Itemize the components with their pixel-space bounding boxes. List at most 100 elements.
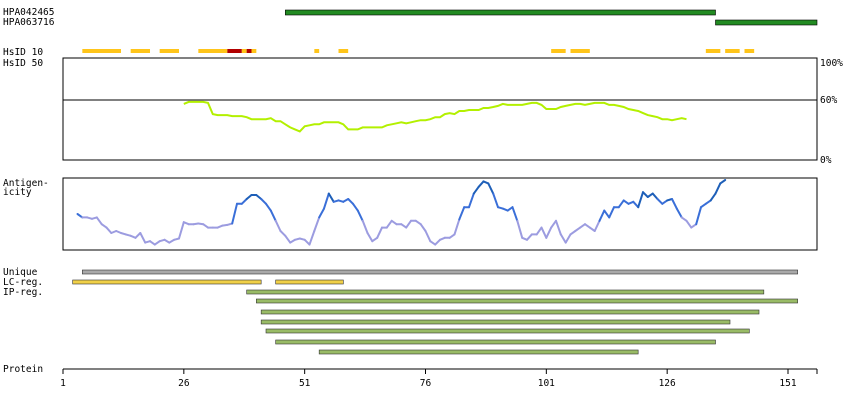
identity-plot-frame — [62, 57, 818, 161]
hsid10-segment — [251, 49, 257, 53]
ip-reg-label: IP-reg. — [3, 287, 43, 298]
antigenicity-segment — [511, 206, 519, 222]
antigenicity-segment — [617, 199, 625, 209]
ip-region-bar — [265, 328, 750, 334]
antigenicity-segment — [385, 219, 393, 229]
antigenicity-segment — [434, 238, 441, 246]
antigenicity-segment — [352, 202, 359, 212]
antigenicity-segment — [540, 226, 548, 239]
identity-axis-label-60: 60% — [820, 95, 837, 106]
antigenicity-segment — [318, 207, 325, 219]
antigenicity-segment — [526, 233, 533, 241]
region-bars — [72, 269, 798, 355]
ip-region-bar — [246, 289, 765, 295]
antigenicity-segment — [555, 219, 562, 236]
antigenicity-segment — [632, 200, 640, 209]
antigenicity-segment — [545, 226, 553, 239]
antigenicity-segment — [95, 216, 103, 226]
antigenicity-segment — [637, 191, 644, 209]
identity-axis-label-100: 100% — [820, 58, 843, 69]
antigenicity-segment — [598, 209, 606, 222]
antigenicity-segment — [468, 192, 475, 209]
antigenicity-segment — [347, 198, 354, 205]
antigenicity-segment — [269, 209, 277, 222]
antigenicity-segment — [240, 198, 248, 205]
protein-axis-ticks: 1 26 51 76 101 126 151 — [60, 369, 818, 389]
antigenicity-segment — [260, 198, 267, 205]
hsid10-segment — [744, 49, 755, 53]
hsid10-segment — [570, 49, 590, 53]
hsid50-label: HsID 50 — [3, 58, 43, 69]
hsid10-segment — [705, 49, 721, 53]
antigenicity-series — [76, 179, 727, 246]
hsid10-segment — [725, 49, 740, 53]
antigenicity-segment — [593, 219, 601, 232]
antigenicity-segment — [719, 179, 727, 185]
hsid10-segment — [130, 49, 150, 53]
ip-region-bar — [260, 319, 731, 325]
protein-tick-label: 151 — [779, 378, 796, 389]
protein-tick-label: 26 — [178, 378, 190, 389]
protein-tick-label: 1 — [60, 378, 66, 389]
antigenicity-segment — [550, 219, 557, 229]
antigenicity-segment — [458, 206, 466, 221]
antigenicity-segment — [356, 209, 364, 222]
antigenicity-segment — [714, 182, 722, 195]
antigenicity-segment — [279, 230, 287, 237]
antigenicity-segment — [477, 180, 485, 188]
hsid10-segment — [241, 49, 247, 53]
antigenicity-segment — [695, 206, 702, 226]
identity-axis-label-0: 0% — [820, 155, 832, 166]
lc-reg-label: LC-reg. — [3, 277, 43, 288]
antigenicity-label-line1: Antigen- — [3, 178, 49, 189]
unique-bar — [82, 269, 798, 275]
antigenicity-segment — [361, 219, 369, 234]
identity-series — [183, 100, 687, 133]
antigenicity-segment — [274, 219, 282, 232]
antigen-bar — [285, 9, 716, 16]
antigenicity-segment — [608, 206, 615, 219]
protein-tick-label: 76 — [420, 378, 432, 389]
antigenicity-label-line2: icity — [3, 187, 32, 198]
antigenicity-segment — [419, 223, 427, 232]
protein-tick-label: 126 — [659, 378, 676, 389]
unique-label: Unique — [3, 267, 38, 278]
antigen-bar — [715, 19, 818, 26]
antigenicity-segment — [255, 194, 263, 200]
antigenicity-segment — [709, 192, 717, 202]
antigenicity-segment — [671, 198, 678, 210]
hsid10-segment — [82, 49, 121, 53]
antigenicity-segment — [303, 238, 311, 246]
protein-label: Protein — [3, 364, 43, 375]
antigenicity-segment — [535, 226, 543, 236]
antigenicity-segment — [675, 207, 683, 219]
antigenicity-segment — [327, 192, 335, 203]
antigenicity-segment — [564, 233, 572, 244]
antigenicity-segment — [472, 185, 480, 195]
identity-line — [183, 100, 687, 133]
antigenicity-segment — [313, 216, 321, 232]
hsid10-segment — [314, 49, 320, 53]
antigenicity-segment — [656, 198, 664, 205]
antigenicity-segment — [603, 209, 611, 219]
antigenicity-segment — [105, 226, 113, 234]
hsid10-segment — [159, 49, 179, 53]
hsid10-segment — [551, 49, 566, 53]
antigenicity-segment — [134, 232, 142, 239]
ip-region-bar — [275, 339, 716, 345]
antigenicity-segment — [245, 194, 253, 200]
antigenicity-segment — [265, 202, 272, 212]
antigenicity-segment — [685, 219, 693, 229]
antigenicity-segment — [651, 192, 659, 200]
antigenicity-segment — [308, 230, 316, 246]
antigenicity-segment — [559, 233, 567, 244]
antigenicity-segment — [366, 232, 374, 243]
antigenicity-segment — [453, 218, 461, 236]
antigenicity-segment — [323, 192, 330, 210]
antigenicity-segment — [405, 219, 412, 229]
hsid10-segment — [246, 49, 252, 53]
lc-region-bar — [72, 279, 262, 285]
antigenicity-segment — [516, 219, 524, 239]
hsid10-track — [82, 49, 755, 53]
